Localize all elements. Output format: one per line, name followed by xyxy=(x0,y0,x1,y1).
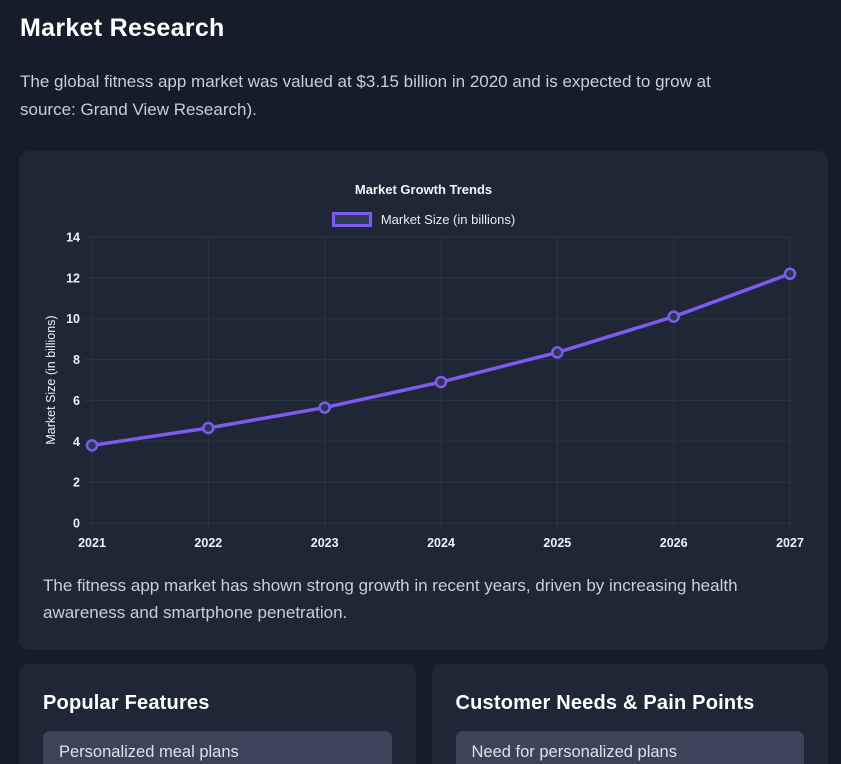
data-point xyxy=(318,401,331,414)
x-tick-label: 2027 xyxy=(776,536,804,550)
list-item: Personalized meal plans xyxy=(43,731,392,764)
data-point xyxy=(551,346,564,359)
customer-needs-card: Customer Needs & Pain Points Need for pe… xyxy=(431,664,828,764)
data-point xyxy=(202,421,215,435)
y-tick-label: 12 xyxy=(66,271,80,285)
legend-swatch xyxy=(331,211,372,227)
data-point xyxy=(85,439,99,452)
x-tick-label: 2023 xyxy=(311,536,339,550)
intro-paragraph: The global fitness app market was valued… xyxy=(20,68,841,124)
intro-line-1: The global fitness app market was valued… xyxy=(20,72,711,91)
y-tick-label: 10 xyxy=(66,312,80,326)
y-tick-label: 8 xyxy=(73,353,80,367)
chart-title: Market Growth Trends xyxy=(354,182,493,197)
y-axis-title: Market Size (in billions) xyxy=(44,315,58,444)
customer-needs-list: Need for personalized plans xyxy=(455,731,804,764)
intro-line-2: source: Grand View Research). xyxy=(20,100,257,119)
x-tick-label: 2022 xyxy=(194,536,222,550)
data-point xyxy=(667,310,680,323)
page-title: Market Research xyxy=(20,14,225,42)
popular-features-card: Popular Features Personalized meal plans xyxy=(19,664,416,764)
info-cards-row: Popular Features Personalized meal plans… xyxy=(19,664,828,764)
market-growth-chart: 0 2 4 6 8 10 12 14 2021 2022 2023 2024 2025 2026 2027 M… xyxy=(19,231,828,551)
popular-features-list: Personalized meal plans xyxy=(43,731,392,764)
legend-label: Market Size (in billions) xyxy=(380,211,516,227)
x-tick-label: 2025 xyxy=(543,536,571,550)
popular-features-title: Popular Features xyxy=(43,692,210,714)
y-tick-label: 0 xyxy=(73,517,80,531)
y-tick-label: 4 xyxy=(73,435,80,449)
customer-needs-title: Customer Needs & Pain Points xyxy=(455,692,755,714)
market-chart-card: Market Growth Trends Market Size (in bil… xyxy=(19,151,828,650)
chart-caption: The fitness app market has shown strong … xyxy=(43,576,738,622)
data-point xyxy=(783,267,797,281)
y-tick-label: 2 xyxy=(73,476,80,490)
y-tick-label: 14 xyxy=(66,232,80,245)
x-tick-label: 2021 xyxy=(78,536,106,550)
chart-legend[interactable]: Market Size (in billions) xyxy=(19,210,828,228)
y-tick-label: 6 xyxy=(73,394,80,408)
list-item: Need for personalized plans xyxy=(455,731,804,764)
data-point xyxy=(434,375,448,389)
x-tick-label: 2024 xyxy=(427,536,455,550)
x-tick-label: 2026 xyxy=(660,536,688,550)
